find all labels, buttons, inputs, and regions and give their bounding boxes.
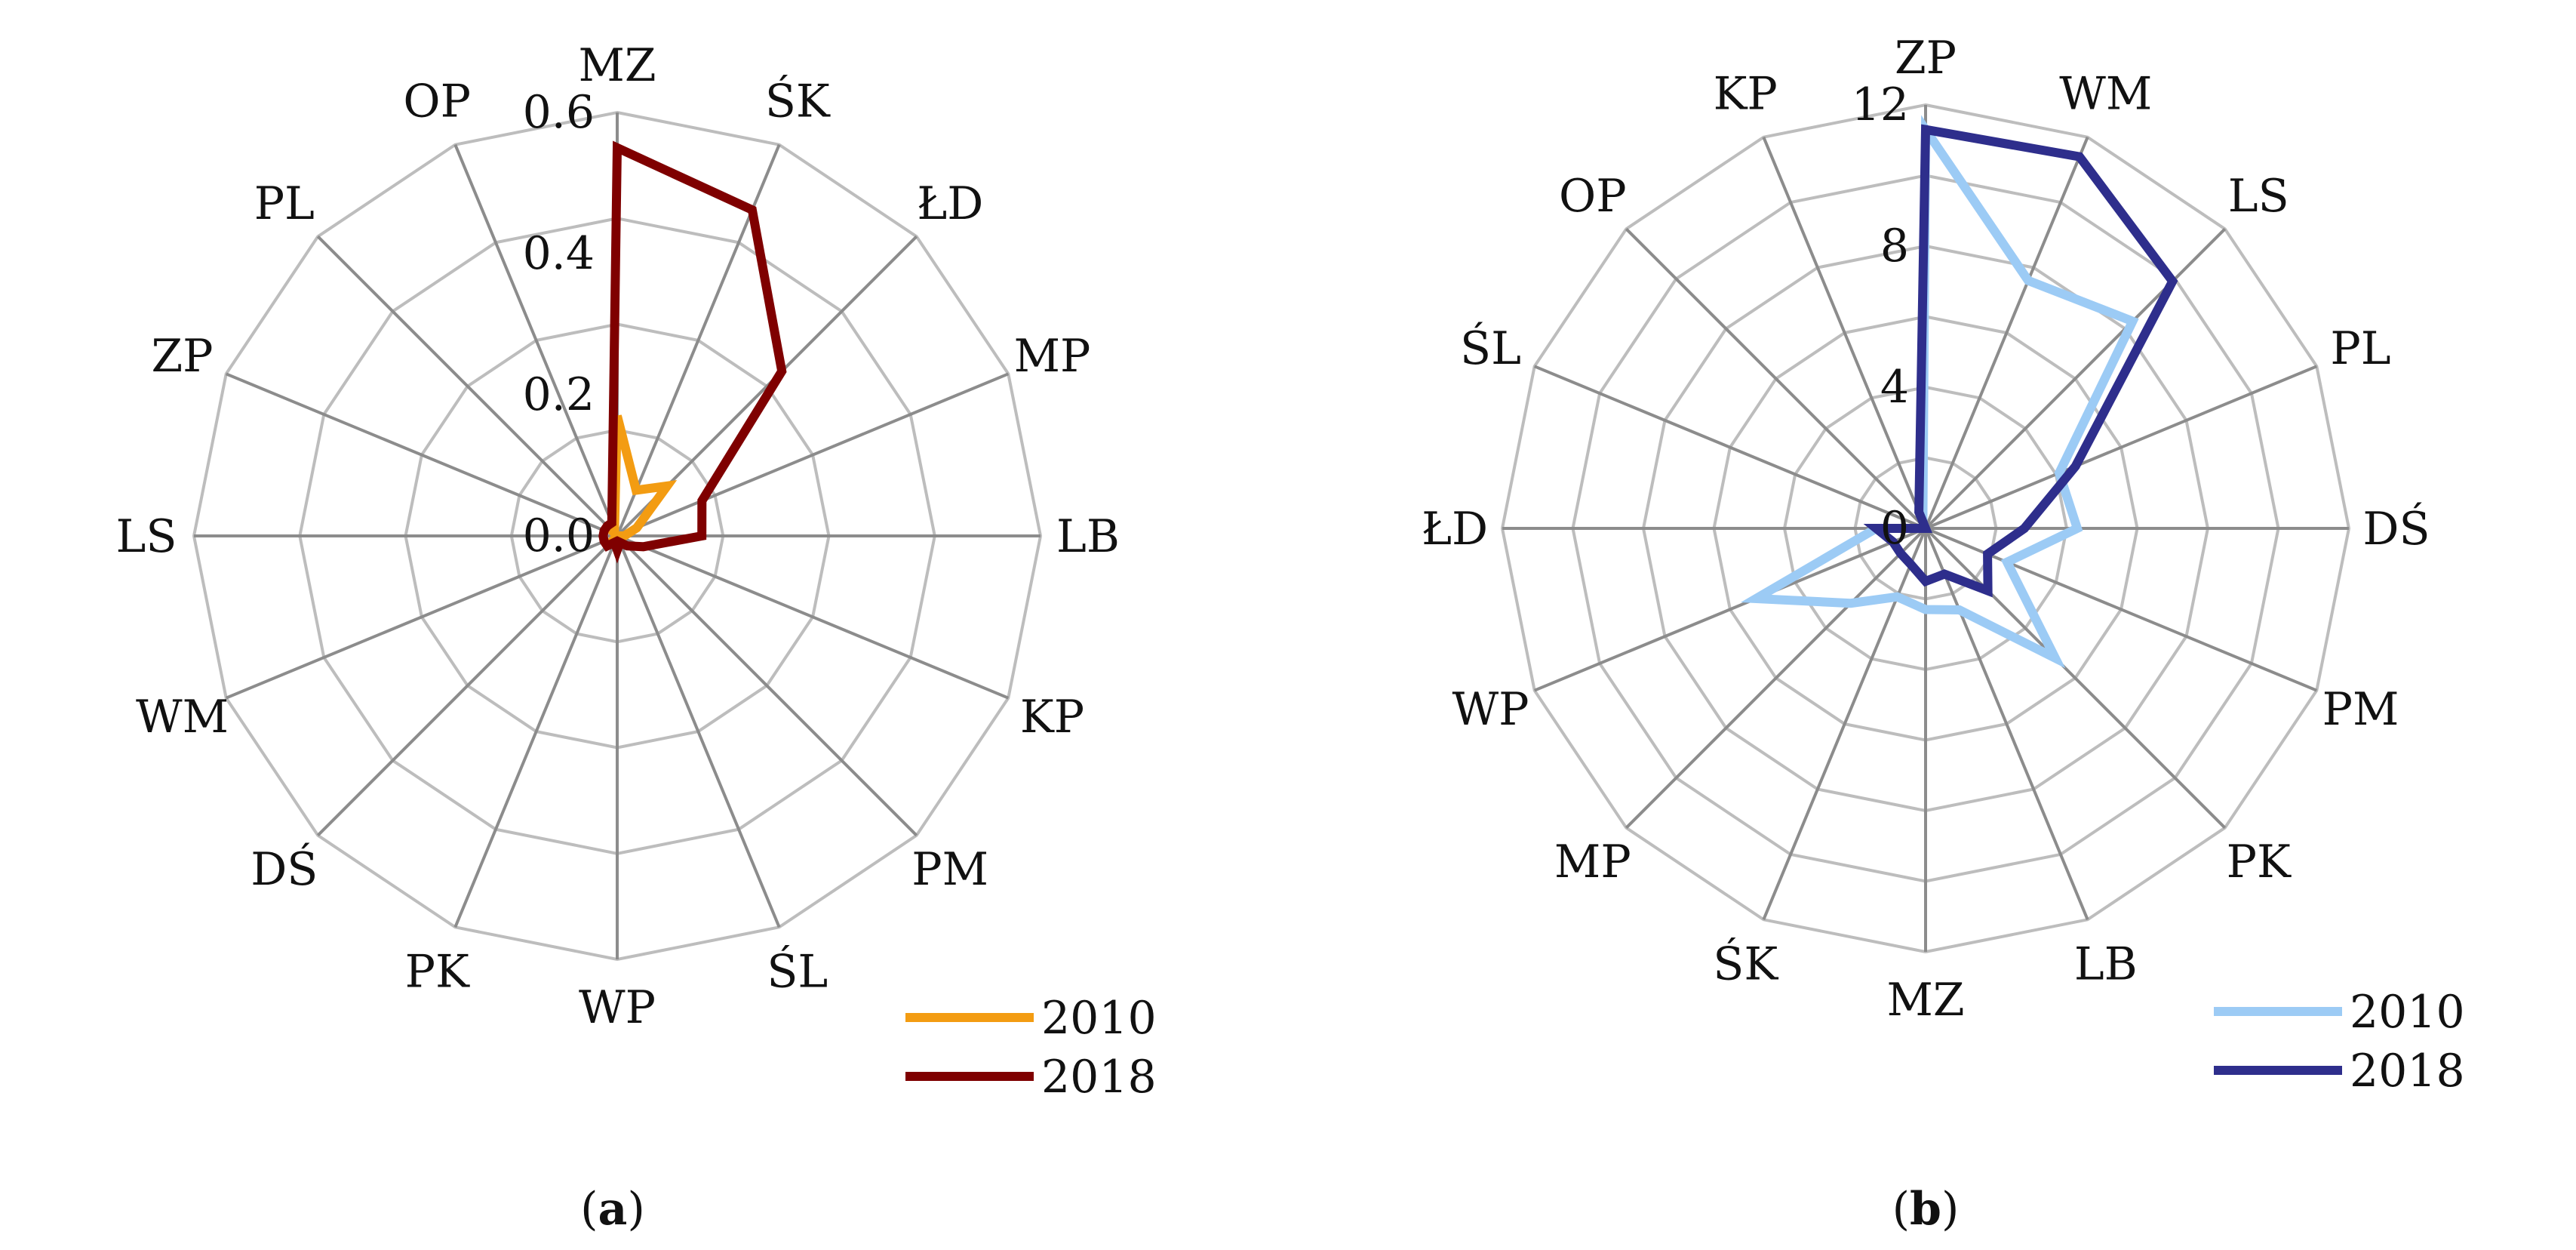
category-label: DŚ — [2362, 501, 2430, 556]
category-label: OP — [1559, 170, 1627, 223]
category-label: WP — [579, 981, 656, 1034]
axis-spoke — [453, 143, 619, 537]
category-label: KP — [1714, 68, 1778, 121]
tick-label: 12 — [1852, 79, 1909, 131]
axis-spoke — [616, 535, 781, 928]
category-label: LB — [2074, 938, 2138, 991]
axis-spoke — [1625, 227, 1927, 530]
legend-label: 2018 — [2350, 1045, 2465, 1098]
category-label: WM — [2059, 68, 2152, 121]
category-label: PL — [2330, 322, 2390, 375]
axis-spoke — [1924, 527, 2227, 830]
axis-spoke — [616, 534, 1010, 700]
axis-spoke — [225, 534, 618, 700]
category-label: DŚ — [251, 842, 318, 896]
legend-label: 2010 — [2350, 986, 2465, 1039]
category-label: OP — [403, 75, 471, 128]
category-label: MZ — [1886, 974, 1964, 1027]
axis-spoke — [316, 235, 619, 537]
category-label: LB — [1056, 510, 1120, 563]
category-label: ZP — [151, 330, 213, 383]
category-label: WP — [1452, 683, 1529, 736]
axis-spoke — [1924, 136, 2089, 529]
category-label: ŚK — [1713, 937, 1778, 991]
panel-label-b: (b) — [1892, 1183, 1960, 1236]
radar-chart-a: MZ ŚK ŁD MP LB KP PM ŚL WP PK DŚ WM LS ZP PL OP 0.0 0.2 0.… — [116, 39, 1157, 1104]
panel-label-a: (a) — [580, 1183, 645, 1236]
category-label: PL — [254, 177, 315, 230]
category-label: MP — [1014, 330, 1091, 383]
category-label: ŚL — [767, 944, 828, 999]
tick-label: 0.6 — [523, 86, 595, 139]
category-label: KP — [1020, 691, 1084, 744]
series-line-2018 — [1863, 124, 2178, 598]
category-label: ŚL — [1460, 321, 1521, 375]
category-label: MZ — [578, 39, 656, 92]
tick-label: 0.2 — [523, 368, 595, 421]
category-label: ZP — [1895, 32, 1957, 85]
category-label: MP — [1554, 836, 1631, 888]
tick-label: 0.4 — [523, 227, 595, 280]
axis-spoke — [1533, 527, 1926, 692]
axis-spoke — [616, 372, 1010, 537]
category-label: WM — [136, 691, 229, 744]
axis-spoke — [225, 372, 618, 537]
category-label: ŚK — [765, 74, 831, 128]
axis-spoke — [616, 534, 918, 837]
category-label: LS — [2228, 170, 2289, 223]
axis-spoke — [1925, 365, 2318, 530]
axis-spoke — [1924, 528, 2089, 921]
category-label: PM — [2322, 683, 2399, 736]
axis-spoke — [453, 535, 619, 928]
category-label: PK — [2227, 836, 2292, 888]
axis-spoke — [1762, 136, 1927, 529]
tick-label: 0.0 — [523, 510, 595, 562]
category-label: ŁD — [1422, 503, 1488, 556]
axis-spoke — [1924, 227, 2227, 530]
legend-label: 2010 — [1041, 992, 1157, 1045]
category-label: LS — [116, 510, 177, 563]
tick-label: 8 — [1880, 220, 1909, 272]
tick-label: 4 — [1880, 361, 1909, 414]
radar-chart-b: ZP WM LS PL DŚ PM PK LB MZ ŚK MP WP ŁD ŚL OP KP 0 4 8 12 201… — [1422, 32, 2465, 1098]
axis-spoke — [1533, 365, 1926, 530]
tick-label: 0 — [1880, 502, 1909, 555]
category-label: PK — [405, 946, 470, 999]
axis-spoke — [316, 534, 619, 837]
series-line-2018 — [598, 140, 787, 564]
category-label: ŁD — [917, 177, 983, 230]
axis-spoke — [1625, 527, 1927, 830]
category-label: PM — [911, 843, 988, 896]
legend-label: 2018 — [1041, 1051, 1157, 1104]
